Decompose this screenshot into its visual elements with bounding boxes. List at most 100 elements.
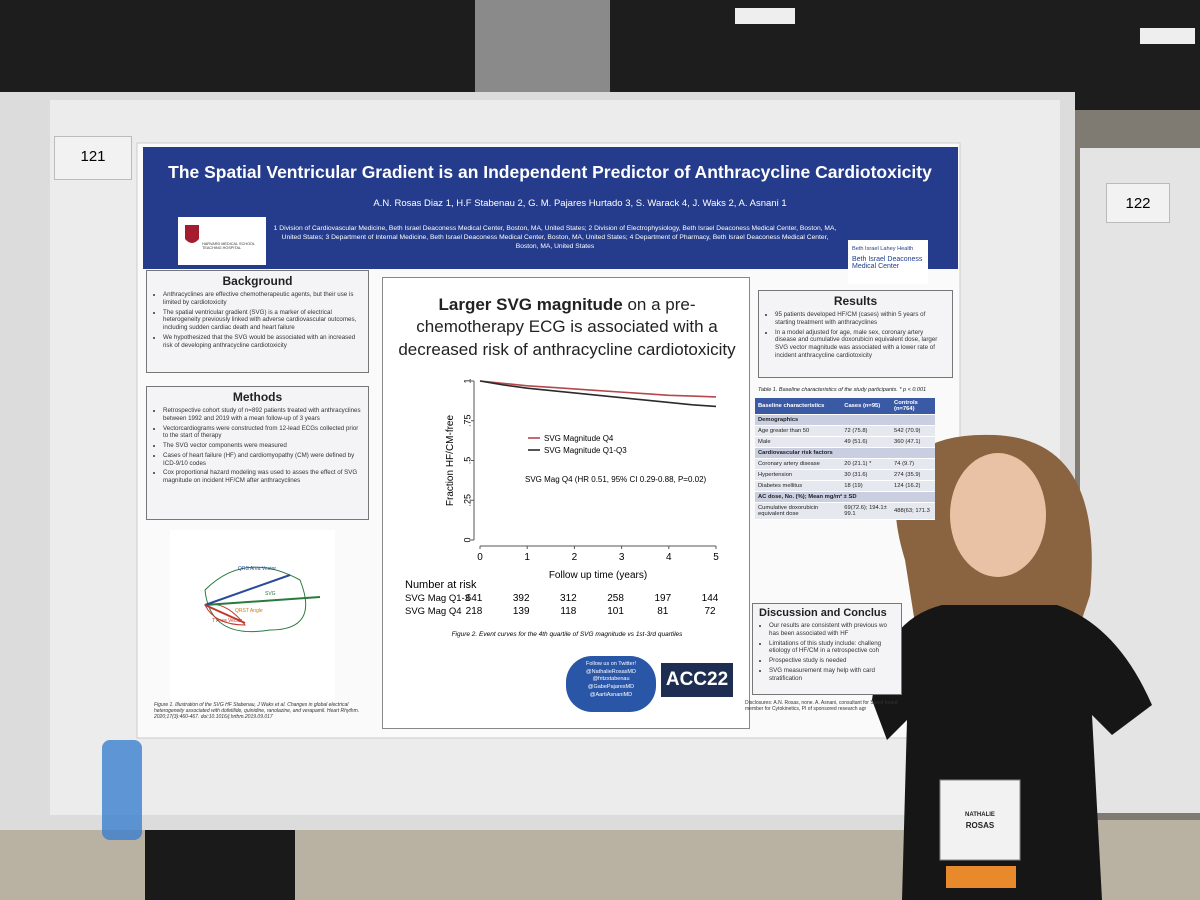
social-line: @GabePajaresMD xyxy=(587,684,635,691)
bullet: SVG measurement may help with card strat… xyxy=(769,667,895,683)
table-row: Cardiovascular risk factors xyxy=(755,447,935,459)
km-title-rest: on a pre-chemotherapy ECG is associated … xyxy=(398,295,736,359)
svg-vector xyxy=(204,596,321,606)
risk-value: 144 xyxy=(702,593,719,604)
risk-label: SVG Mag Q1-3 xyxy=(405,593,470,604)
table-row: Cumulative doxorubicin equivalent dose 69… xyxy=(755,502,935,520)
water-bottle xyxy=(102,740,142,840)
table-cell: 124 (16.2) xyxy=(891,480,935,492)
table-cell: 69(72.6); 194.1± 99.1 xyxy=(841,502,892,520)
table-cell: Male xyxy=(755,436,842,448)
table-cell: 274 (35.9) xyxy=(891,469,935,481)
x-tick-label: 4 xyxy=(666,552,672,563)
bullet-list: Anthracyclines are effective chemotherap… xyxy=(153,291,362,349)
risk-heading: Number at risk xyxy=(405,579,477,591)
social-line: @fritzstabenau xyxy=(592,676,630,683)
bullet: Cases of heart failure (HF) and cardiomy… xyxy=(163,452,362,468)
table-row: Demographics xyxy=(755,414,935,426)
section-heading: Methods xyxy=(232,390,283,404)
y-axis-label: Fraction HF/CM-free xyxy=(445,415,456,507)
poster-title: The Spatial Ventricular Gradient is an I… xyxy=(168,162,932,182)
bullet: We hypothesized that the SVG would be as… xyxy=(163,334,362,350)
table-cell: 49 (51.6) xyxy=(841,436,892,448)
risk-value: 392 xyxy=(513,593,530,604)
bullet-list: Our results are consistent with previous… xyxy=(759,622,895,682)
table-cell: AC dose, No. (%); Mean mg/m² ± SD xyxy=(755,491,935,503)
logo-text: Beth Israel Lahey Health xyxy=(852,246,914,252)
bullet: Our results are consistent with previous… xyxy=(769,622,895,638)
table-row: Hypertension 30 (31.6) 274 (35.9) xyxy=(755,469,935,481)
bullet: The SVG vector components were measured xyxy=(163,442,362,450)
table-wrap: Baseline characteristics Cases (n=95) Cont… xyxy=(755,398,935,520)
poster-header xyxy=(143,147,958,269)
table-cell: Cumulative doxorubicin equivalent dose xyxy=(755,502,842,520)
table-row: Diabetes mellitus 18 (19) 124 (16.2) xyxy=(755,480,935,492)
baseline-table: Baseline characteristics Cases (n=95) Cont… xyxy=(755,398,935,520)
bullet: In a model adjusted for age, male sex, c… xyxy=(775,329,946,360)
booth-number: 122 xyxy=(1106,183,1170,223)
figure-caption: Figure 2. Event curves for the 4th quart… xyxy=(452,631,684,638)
bullet: Anthracyclines are effective chemotherap… xyxy=(163,291,362,307)
x-tick-label: 2 xyxy=(572,552,578,563)
bullet: Prospective study is needed xyxy=(769,657,895,665)
risk-value: 312 xyxy=(560,593,577,604)
y-tick-label: .5 xyxy=(462,457,472,465)
face xyxy=(950,453,1046,577)
bullet: Retrospective cohort study of n=892 pati… xyxy=(163,407,362,423)
survival-curve xyxy=(479,380,717,398)
legend-label: SVG Magnitude Q1-Q3 xyxy=(544,446,627,455)
y-tick-label: .75 xyxy=(462,414,472,427)
section-heading: Results xyxy=(833,294,878,308)
badge-first-name: NATHALIE xyxy=(965,812,995,818)
risk-value: 197 xyxy=(654,593,671,604)
header-cell: Cases (n=95) xyxy=(841,398,892,415)
table-cell: 360 (47.1) xyxy=(891,436,935,448)
table-cell: Hypertension xyxy=(755,469,842,481)
bullet: 95 patients developed HF/CM (cases) with… xyxy=(775,311,946,327)
social-line: @AartiAsnaniMD xyxy=(589,691,633,698)
risk-label: SVG Mag Q4 xyxy=(405,606,462,617)
table-row: Coronary artery disease 20 (21.1) * 74 (9.… xyxy=(755,458,935,470)
figure-label: T Area Vector xyxy=(212,618,243,624)
table-header: Baseline characteristics Cases (n=95) Cont… xyxy=(755,398,935,415)
figure1-diagram: QRS Area Vector SVG QRST Angle T Area Ve… xyxy=(170,530,335,700)
section-heading: Background xyxy=(222,274,293,288)
section-heading: Discussion and Conclus xyxy=(759,607,887,619)
risk-value: 641 xyxy=(466,593,483,604)
table-cell: Demographics xyxy=(755,414,935,426)
table-cell: 30 (31.6) xyxy=(841,469,892,481)
risk-value: 118 xyxy=(560,606,576,617)
legend-label: SVG Magnitude Q4 xyxy=(544,434,614,443)
background-box: Background Anthracyclines are effective … xyxy=(146,270,369,373)
risk-value: 81 xyxy=(657,606,669,617)
header-cell: Baseline characteristics xyxy=(755,398,842,415)
bidmc-logo xyxy=(848,240,928,284)
bullet: Cox proportional hazard modeling was use… xyxy=(163,469,362,485)
t-vector xyxy=(204,604,246,624)
km-title: Larger SVG magnitude on a pre-chemothera… xyxy=(393,294,741,361)
x-tick-label: 1 xyxy=(524,552,530,563)
bullet: Vectorcardiograms were constructed from … xyxy=(163,425,362,441)
badge-last-name: ROSAS xyxy=(965,821,995,830)
table-row: Male 49 (51.6) 360 (47.1) xyxy=(755,436,935,448)
table-row: AC dose, No. (%); Mean mg/m² ± SD xyxy=(755,491,935,503)
table-row: Age greater than 50 72 (75.8) 542 (70.9) xyxy=(755,425,935,437)
ceiling-light xyxy=(735,8,795,24)
logo-text: HARVARD MEDICAL SCHOOL TEACHING HOSPITAL xyxy=(202,242,255,250)
badge-ribbon xyxy=(946,866,1016,888)
figure-caption: Figure 1. Illustration of the SVG HF Sta… xyxy=(154,702,360,720)
table-cell: Coronary artery disease xyxy=(755,458,842,470)
risk-value: 258 xyxy=(607,593,624,604)
results-box: Results 95 patients developed HF/CM (cas… xyxy=(758,290,953,378)
km-title-bold: Larger SVG magnitude xyxy=(438,295,623,314)
badge xyxy=(939,779,1021,861)
person-left-legs xyxy=(145,830,295,900)
x-tick-label: 5 xyxy=(713,552,719,563)
annotation: SVG Mag Q4 (HR 0.51, 95% CI 0.29-0.88, P… xyxy=(525,475,707,484)
table-caption: Table 1. Baseline characteristics of the… xyxy=(758,387,927,393)
discussion-box: Discussion and Conclus Our results are c… xyxy=(752,603,902,695)
table-cell: Cardiovascular risk factors xyxy=(755,447,935,459)
booth-number: 121 xyxy=(54,136,132,180)
authors: A.N. Rosas Diaz 1, H.F Stabenau 2, G. M.… xyxy=(373,198,787,209)
